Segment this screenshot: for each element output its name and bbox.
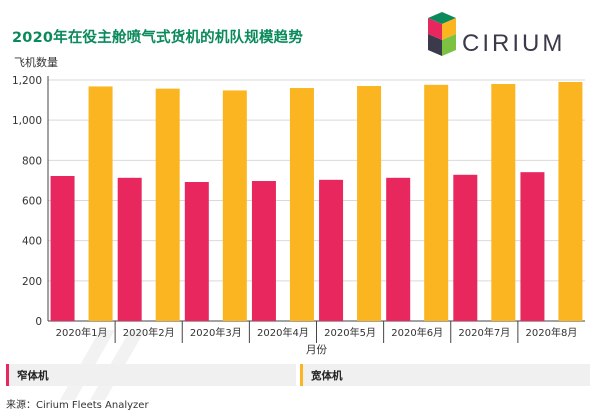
x-tick-label: 2020年5月 xyxy=(324,326,376,339)
bar-widebody xyxy=(155,88,180,321)
legend-item-widebody: 宽体机 xyxy=(300,364,590,386)
legend-swatch-narrowbody xyxy=(6,364,9,386)
y-tick-label: 600 xyxy=(22,196,42,208)
x-tick-label: 2020年8月 xyxy=(526,326,578,339)
y-tick-label: 400 xyxy=(22,236,42,248)
legend-label-narrowbody: 窄体机 xyxy=(17,369,49,382)
y-tick-label: 1,000 xyxy=(12,115,42,127)
bar-widebody xyxy=(88,86,113,321)
x-tick-label: 2020年1月 xyxy=(56,326,108,339)
legend-swatch-widebody xyxy=(300,364,303,386)
y-axis-title: 飞机数量 xyxy=(14,56,58,69)
logo-text: CIRIUM xyxy=(462,30,566,57)
bar-widebody xyxy=(491,84,516,322)
x-tick-label: 2020年6月 xyxy=(391,326,443,339)
x-tick-label: 2020年7月 xyxy=(458,326,510,339)
bar-narrowbody xyxy=(50,175,75,321)
bar-narrowbody xyxy=(520,172,545,321)
bar-widebody xyxy=(289,88,314,322)
bar-narrowbody xyxy=(386,177,411,321)
cirium-logo-icon xyxy=(428,12,456,56)
bar-widebody xyxy=(357,86,382,322)
bar-narrowbody xyxy=(117,177,142,321)
bar-narrowbody xyxy=(251,181,276,321)
bar-widebody xyxy=(222,90,247,322)
y-tick-label: 1,200 xyxy=(12,75,42,87)
bar-chart: 0 200 400 600 800 1,000 1,200 2020年1月 2020年2月 202… xyxy=(12,75,585,356)
y-tick-label: 800 xyxy=(22,155,42,167)
legend-item-narrowbody: 窄体机 xyxy=(6,364,296,386)
chart-title: 2020年在役主舱喷气式货机的机队规模趋势 xyxy=(12,30,304,46)
x-tick-label: 2020年3月 xyxy=(190,326,242,339)
bar-narrowbody xyxy=(184,182,209,321)
bar-narrowbody xyxy=(453,174,478,321)
legend-label-widebody: 宽体机 xyxy=(311,369,343,382)
bar-widebody xyxy=(424,84,449,321)
y-tick-label: 200 xyxy=(22,276,42,288)
x-tick-label: 2020年4月 xyxy=(257,326,309,339)
x-tick-label: 2020年2月 xyxy=(123,326,175,339)
y-tick-label: 0 xyxy=(35,316,42,328)
source-note: 来源：Cirium Fleets Analyzer xyxy=(6,400,149,411)
bar-widebody xyxy=(558,82,583,321)
bar-narrowbody xyxy=(319,179,344,321)
x-axis-title: 月份 xyxy=(306,344,327,356)
watermark-icon xyxy=(60,330,145,400)
